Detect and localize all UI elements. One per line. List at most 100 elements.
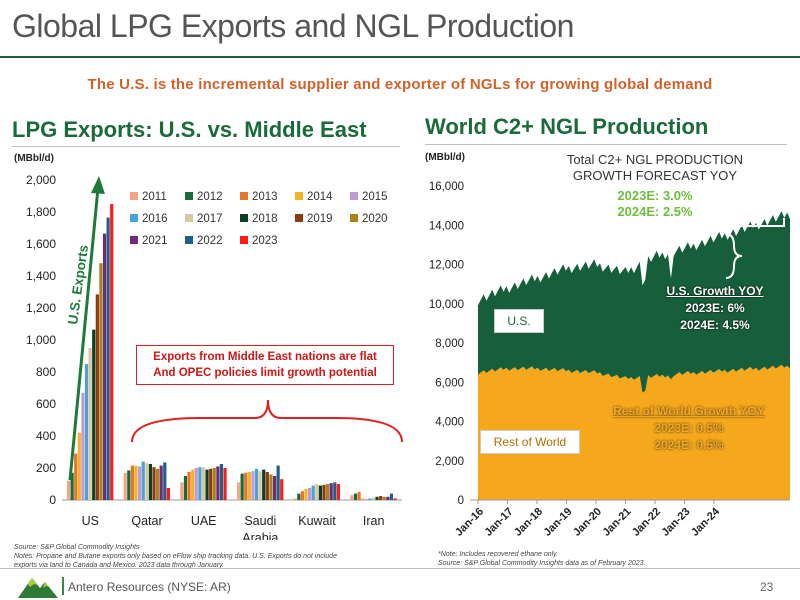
us-growth-2024: 2024E: 4.5%	[680, 318, 750, 332]
left-title-divider	[12, 146, 400, 147]
y-tick-label: 16,000	[429, 181, 464, 193]
x-tick-label: Iran	[363, 514, 385, 528]
bar-2012	[183, 476, 188, 500]
bar-2022	[106, 217, 110, 500]
legend-swatch-2017	[185, 214, 193, 222]
y-tick-label: 600	[36, 397, 56, 411]
us-growth-brace	[725, 233, 743, 279]
right-unit-label: (MBbl/d)	[425, 152, 465, 163]
y-tick-label: 0	[458, 495, 464, 507]
x-tick-label: Jan-20	[571, 506, 604, 539]
bar-2011	[293, 498, 297, 500]
y-tick-label: 2,000	[435, 456, 464, 468]
row-growth-2023: 2023E: 0.5%	[654, 421, 724, 435]
bar-2014	[77, 432, 81, 500]
legend-swatch-2016	[130, 214, 138, 222]
x-tick-label: US	[82, 514, 99, 528]
bar-2014	[361, 498, 365, 500]
bar-2019	[95, 294, 99, 500]
y-tick-label: 800	[36, 365, 56, 379]
bar-2019	[322, 484, 326, 500]
bar-2011	[66, 480, 71, 500]
bar-2013	[300, 491, 304, 500]
bar-2018	[92, 329, 96, 500]
footer-divider	[0, 568, 800, 569]
bar-2022	[389, 493, 394, 500]
y-tick-label: 1,000	[26, 333, 56, 347]
bar-2020	[212, 468, 216, 500]
bar-2011	[236, 482, 241, 500]
legend-swatch-2013	[240, 192, 248, 200]
y-tick-label: 1,600	[26, 237, 56, 251]
row-growth-box: Rest of World Growth YOY 2023E: 0.5% 202…	[585, 403, 793, 454]
bar-2023	[166, 488, 170, 500]
legend-swatch-2014	[295, 192, 303, 200]
right-title-divider	[425, 144, 787, 145]
bar-2018	[318, 485, 322, 500]
y-tick-label: 400	[36, 429, 56, 443]
legend-label-2023: 2023	[252, 235, 278, 247]
left-notes-line-2: exports via land to Canada and Mexico. 2…	[14, 562, 225, 569]
bar-2016	[368, 498, 372, 500]
legend-label-2021: 2021	[142, 235, 168, 247]
y-tick-label: 1,800	[26, 205, 56, 219]
y-tick-label: 0	[49, 493, 56, 507]
bar-2015	[308, 488, 312, 500]
y-tick-label: 10,000	[429, 299, 464, 311]
row-growth-title: Rest of World Growth YOY	[613, 404, 765, 418]
bar-2011	[123, 472, 127, 500]
bar-2018	[375, 496, 379, 500]
x-tick-label: Jan-18	[512, 506, 545, 539]
bar-2014	[191, 469, 195, 500]
slide-title: Global LPG Exports and NGL Production	[12, 8, 574, 44]
bar-2013	[187, 472, 191, 500]
legend-swatch-2023	[240, 236, 248, 244]
bar-2017	[315, 484, 319, 500]
us-growth-box: U.S. Growth YOY 2023E: 6% 2024E: 4.5%	[640, 283, 790, 334]
us-growth-title: U.S. Growth YOY	[666, 284, 764, 298]
left-notes-line-1: Notes: Propane and Butane exports only b…	[14, 553, 337, 560]
legend-label-2013: 2013	[252, 191, 278, 203]
area-us	[478, 211, 790, 393]
bar-2014	[247, 472, 251, 500]
bar-2015	[251, 471, 255, 500]
bar-2017	[201, 467, 206, 500]
bar-2018	[262, 469, 266, 500]
bar-2022	[276, 465, 280, 500]
bar-2016	[254, 468, 259, 500]
y-tick-label: 2,000	[26, 173, 56, 187]
lpg-exports-chart: 0 200 400 600 800 1,000 1,200 1,400 1,600 1,800 2,…	[26, 173, 403, 540]
middle-east-brace	[131, 399, 403, 443]
bar-2013	[130, 465, 134, 500]
bar-2012	[297, 493, 301, 500]
x-tick-label: Saudi	[244, 514, 276, 528]
legend-swatch-2015	[350, 192, 358, 200]
y-tick-label: 1,400	[26, 269, 56, 283]
x-tick-label: Jan-24	[689, 505, 723, 539]
bar-2011	[350, 495, 354, 500]
y-tick-label: 1,200	[26, 301, 56, 315]
x-tick-label: Qatar	[131, 514, 162, 528]
footer-company: Antero Resources (NYSE: AR)	[68, 580, 231, 594]
y-tick-label: 14,000	[429, 220, 464, 232]
mountain-logo-icon	[18, 578, 58, 598]
middle-east-callout: Exports from Middle East nations are fla…	[136, 345, 394, 385]
left-source-note: Source: S&P Global Commodity Insights	[14, 544, 140, 551]
bar-2022	[219, 464, 224, 500]
bar-2018	[148, 464, 152, 500]
bar-2015	[194, 468, 198, 500]
legend-label-2016: 2016	[142, 213, 168, 225]
us-growth-arrowhead	[91, 176, 105, 194]
row-growth-2024: 2024E: 0.5%	[654, 438, 724, 452]
legend-swatch-2019	[295, 214, 303, 222]
bar-2023	[336, 484, 340, 500]
forecast-box: Total C2+ NGL PRODUCTION GROWTH FORECAST…	[540, 152, 770, 220]
bar-2013	[357, 492, 361, 500]
left-unit-label: (MBbl/d)	[14, 153, 54, 164]
x-tick-label: Jan-17	[482, 506, 515, 539]
x-tick-label: Jan-16	[453, 506, 486, 539]
forecast-title-2: GROWTH FORECAST YOY	[572, 168, 738, 183]
right-note-2: Source: S&P Global Commodity Insights da…	[438, 560, 646, 567]
legend-label-2019: 2019	[307, 213, 333, 225]
bar-2018	[205, 469, 209, 500]
